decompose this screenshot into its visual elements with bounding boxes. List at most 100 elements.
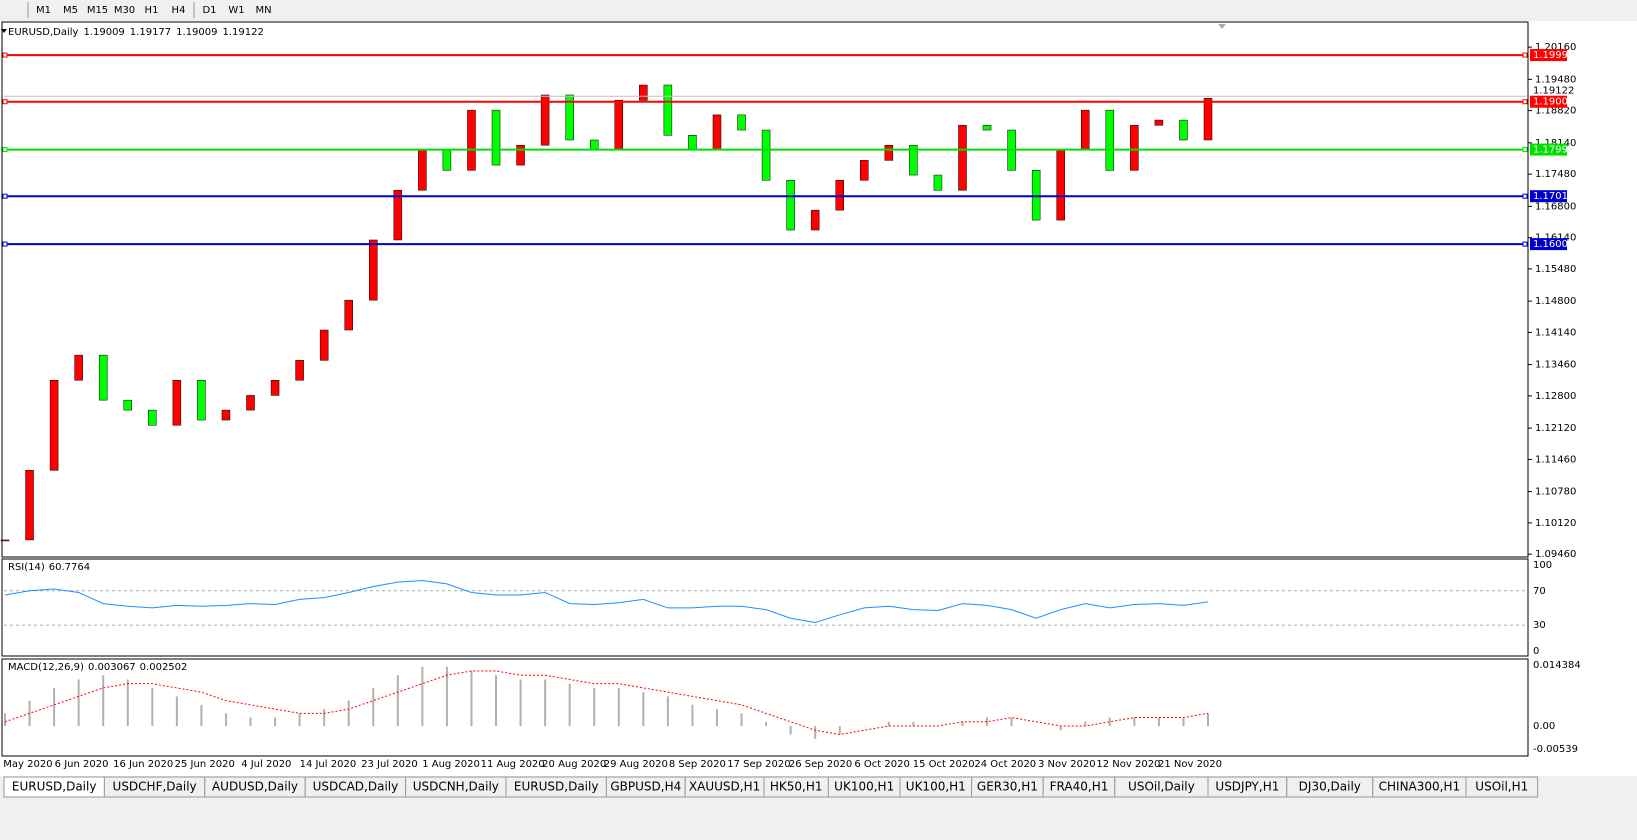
tab-label[interactable]: HK50,H1 xyxy=(770,780,823,794)
tab-label[interactable]: AUDUSD,Daily xyxy=(212,780,298,794)
timeframe-label[interactable]: D1 xyxy=(202,5,216,16)
level-handle xyxy=(1522,193,1528,199)
y-tick-label: 1.10120 xyxy=(1535,518,1576,529)
candle xyxy=(860,160,869,181)
candle xyxy=(810,209,820,231)
timeframe-label[interactable]: W1 xyxy=(228,5,244,16)
tab-label[interactable]: FRA40,H1 xyxy=(1050,780,1109,794)
candle xyxy=(98,354,108,401)
x-tick-label: 6 Oct 2020 xyxy=(854,759,909,770)
timeframe-label[interactable]: M1 xyxy=(36,5,51,16)
tab-label[interactable]: XAUUSD,H1 xyxy=(689,780,760,794)
y-tick-label: 1.18820 xyxy=(1535,106,1576,117)
timeframe-label[interactable]: H1 xyxy=(145,5,159,16)
y-tick-label: 1.12800 xyxy=(1535,391,1576,402)
candle xyxy=(442,149,452,171)
timeframe-label[interactable]: M30 xyxy=(114,5,135,16)
timeframe-button[interactable] xyxy=(165,1,191,19)
tab[interactable]: HK50,H1 xyxy=(763,776,829,798)
tab[interactable]: GBPUSD,H4 xyxy=(605,776,686,798)
tab[interactable]: USDJPY,H1 xyxy=(1207,776,1288,798)
tab[interactable]: UK100,H1 xyxy=(899,776,973,798)
tab-label[interactable]: UK100,H1 xyxy=(834,780,894,794)
tab-label[interactable]: USDCAD,Daily xyxy=(313,780,399,794)
timeframe-label[interactable]: M5 xyxy=(63,5,78,16)
macd-bar xyxy=(986,717,989,727)
tab[interactable]: USDCNH,Daily xyxy=(405,776,507,798)
tab-label[interactable]: GBPUSD,H4 xyxy=(610,780,681,794)
tab-label[interactable]: USOil,H1 xyxy=(1475,780,1528,794)
macd-bar xyxy=(1035,726,1038,727)
y-tick-label: 1.15480 xyxy=(1535,264,1576,275)
symbol: EURUSD,Daily xyxy=(8,27,79,38)
timeframe-button[interactable] xyxy=(111,1,137,19)
tab[interactable]: CHINA300,H1 xyxy=(1372,776,1467,798)
macd-bar xyxy=(200,704,203,727)
tab-label[interactable]: EURUSD,Daily xyxy=(514,780,599,794)
x-tick-label: 6 Jun 2020 xyxy=(55,759,109,770)
tab[interactable]: USOil,H1 xyxy=(1465,776,1539,798)
tab-label[interactable]: USDCNH,Daily xyxy=(413,780,499,794)
tab-label[interactable]: GER30,H1 xyxy=(977,780,1038,794)
macd-bar xyxy=(740,713,743,727)
macd-bar xyxy=(789,726,792,735)
timeframe-label[interactable]: H4 xyxy=(172,5,186,16)
macd-bar xyxy=(298,713,301,727)
macd-name: MACD(12,26,9) xyxy=(8,662,84,673)
macd-bar xyxy=(1207,713,1209,727)
tab-label[interactable]: UK100,H1 xyxy=(906,780,966,794)
candle xyxy=(123,399,133,411)
y-tick-label: 1.19480 xyxy=(1535,74,1576,85)
macd-bar xyxy=(1157,717,1160,727)
tab[interactable]: GER30,H1 xyxy=(971,776,1044,798)
macd-bar xyxy=(814,726,817,739)
x-tick-label: 11 Aug 2020 xyxy=(481,759,545,770)
rsi-tick-label: 0 xyxy=(1533,646,1539,657)
macd-bar xyxy=(593,687,596,727)
candle xyxy=(761,129,771,181)
rsi-value: 60.7764 xyxy=(49,562,90,573)
x-tick-label: 4 Jul 2020 xyxy=(241,759,291,770)
tab[interactable]: EURUSD,Daily xyxy=(505,776,607,798)
macd-bar xyxy=(642,692,645,727)
x-tick-label: 14 Jul 2020 xyxy=(300,759,357,770)
level-label-box xyxy=(1530,190,1567,203)
x-tick-label: 1 Aug 2020 xyxy=(422,759,480,770)
timeframe-label[interactable]: M15 xyxy=(87,5,108,16)
timeframe-button[interactable] xyxy=(223,1,249,19)
tab-label[interactable]: DJ30,Daily xyxy=(1299,780,1361,794)
macd-tick-label: 0.00 xyxy=(1533,721,1555,732)
tab[interactable]: FRA40,H1 xyxy=(1042,776,1116,798)
tab[interactable]: XAUUSD,H1 xyxy=(684,776,765,798)
timeframe-label[interactable]: MN xyxy=(255,5,271,16)
tab[interactable]: USDCAD,Daily xyxy=(304,776,407,798)
timeframe-button[interactable] xyxy=(196,1,222,19)
timeframe-button[interactable] xyxy=(250,1,276,19)
header-arrow xyxy=(1,29,7,33)
candle xyxy=(688,135,697,151)
tab-label[interactable]: USDCHF,Daily xyxy=(113,780,197,794)
level-handle xyxy=(2,52,8,58)
tab-label[interactable]: USOil,Daily xyxy=(1128,780,1195,794)
tab[interactable]: UK100,H1 xyxy=(827,776,901,798)
level-handle xyxy=(2,241,8,247)
tab-label[interactable]: CHINA300,H1 xyxy=(1379,780,1461,794)
timeframe-button[interactable] xyxy=(138,1,164,19)
tab[interactable]: USOil,Daily xyxy=(1114,776,1209,798)
tab-label[interactable]: USDJPY,H1 xyxy=(1215,780,1279,794)
tab-box[interactable] xyxy=(1465,776,1539,798)
candle xyxy=(516,144,525,166)
candle xyxy=(933,174,943,191)
macd-bar xyxy=(568,683,571,727)
timeframe-button[interactable] xyxy=(57,1,83,19)
timeframe-button[interactable] xyxy=(84,1,110,19)
tab[interactable]: AUDUSD,Daily xyxy=(204,776,306,798)
timeframe-button[interactable] xyxy=(30,1,56,19)
tab[interactable]: EURUSD,Daily xyxy=(3,776,105,798)
tab[interactable]: USDCHF,Daily xyxy=(103,776,206,798)
macd-bar xyxy=(1010,717,1013,727)
level-label: 1.16003 xyxy=(1533,239,1574,250)
tab[interactable]: DJ30,Daily xyxy=(1286,776,1374,798)
tab-label[interactable]: EURUSD,Daily xyxy=(12,780,97,794)
candle xyxy=(369,239,378,301)
